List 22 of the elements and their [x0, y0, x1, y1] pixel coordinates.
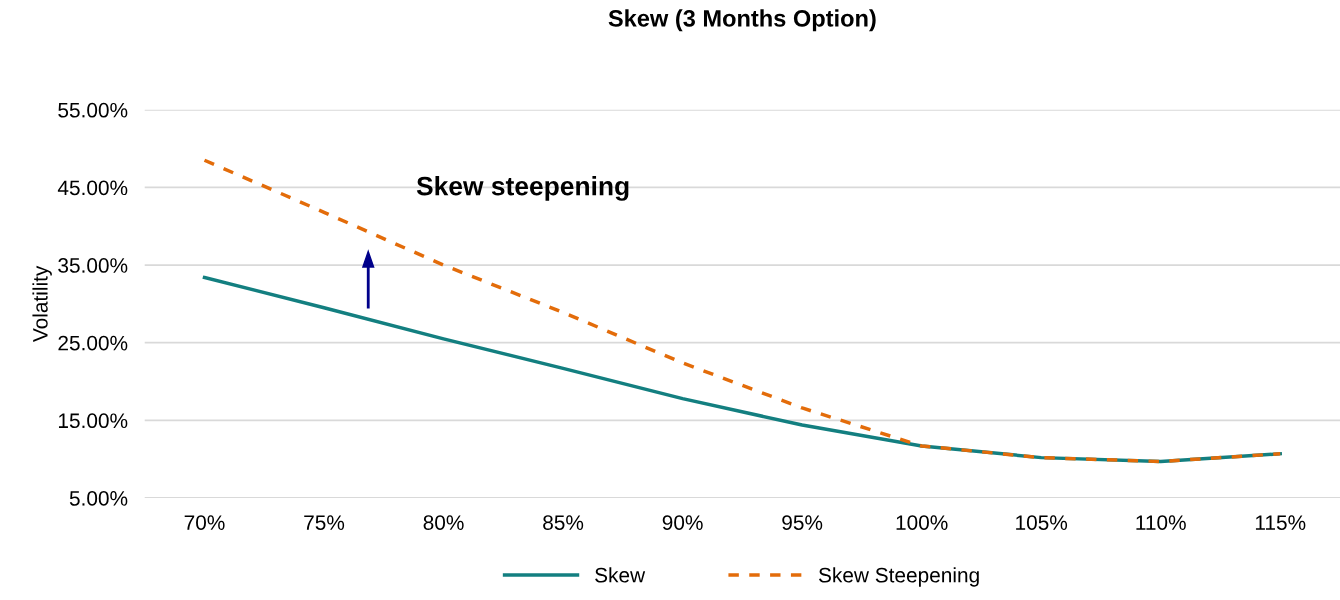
x-tick-label: 115%: [1255, 515, 1306, 530]
legend-label: Skew Steepening: [818, 567, 979, 587]
x-tick-label: 90%: [662, 515, 703, 530]
x-tick-label: 100%: [896, 515, 948, 530]
x-tick-label: 110%: [1136, 515, 1186, 530]
legend-label: Skew: [595, 567, 646, 583]
x-tick-label: 105%: [1016, 515, 1068, 530]
y-tick-label: 15.00%: [58, 413, 128, 429]
x-tick-label: 70%: [184, 515, 225, 530]
y-tick-label: 55.00%: [58, 102, 128, 118]
line-series: [202, 158, 1282, 464]
y-tick-label: 25.00%: [58, 335, 128, 351]
x-tick-label: 80%: [423, 515, 464, 530]
x-tick-label: 95%: [782, 515, 823, 530]
y-tick-label: 45.00%: [57, 180, 128, 196]
y-tick-label: 35.00%: [58, 258, 128, 273]
annotation: Skew steepening: [416, 176, 629, 201]
y-tick-label: 5.00%: [69, 491, 128, 506]
x-tick-label: 75%: [304, 515, 345, 530]
chart-title: Skew (3 Months Option): [608, 9, 876, 32]
y-axis-title: Volatility: [32, 265, 52, 343]
x-tick-label: 85%: [543, 515, 584, 530]
